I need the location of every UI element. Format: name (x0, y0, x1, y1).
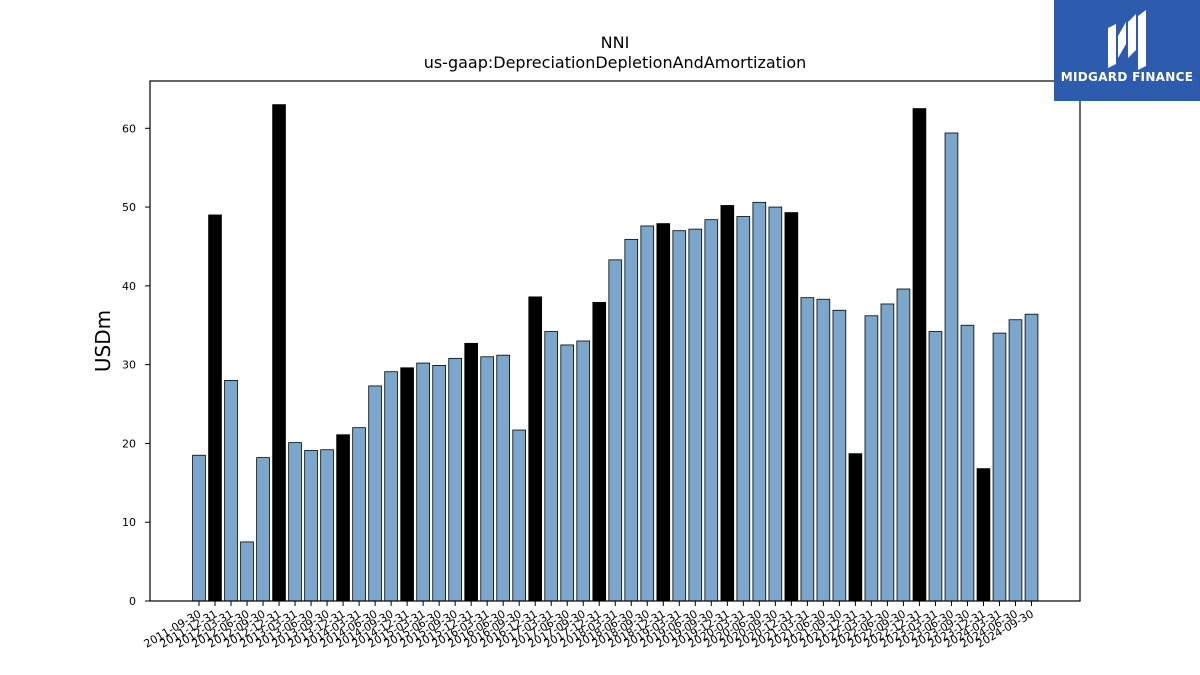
bar (640, 225, 655, 602)
bar (416, 362, 430, 602)
bar (560, 344, 575, 602)
bar (384, 371, 398, 602)
bar (592, 301, 607, 602)
y-ticks-group: 0 10 20 30 40 50 60 (122, 122, 150, 608)
bar (960, 324, 975, 602)
bar (272, 104, 286, 602)
bar (944, 132, 959, 602)
bar (736, 216, 751, 602)
y-axis-label: USDm (91, 310, 115, 372)
bar (432, 365, 446, 602)
bar (224, 379, 238, 602)
y-tick-label: 50 (122, 201, 136, 214)
y-tick-label: 40 (122, 280, 136, 293)
bar (992, 332, 1007, 602)
y-tick-label: 20 (122, 437, 136, 450)
bar (928, 331, 943, 602)
bar (784, 212, 799, 602)
bar (688, 228, 703, 602)
bar (544, 331, 559, 602)
bar (320, 449, 334, 602)
chart-subtitle: us-gaap:DepreciationDepletionAndAmortiza… (424, 53, 807, 72)
bar (256, 457, 270, 602)
bar (400, 367, 414, 602)
bar (528, 296, 543, 602)
x-ticks-group: 2011-09-302011-12-312012-03-312012-06-30… (142, 601, 1036, 651)
midgard-finance-logo: MIDGARD FINANCE (1054, 0, 1200, 101)
bar (240, 541, 254, 602)
bar (816, 298, 831, 602)
y-tick-label: 60 (122, 122, 136, 135)
bar (288, 442, 302, 602)
bar (656, 223, 671, 602)
bar (720, 205, 735, 602)
bar (368, 385, 382, 602)
bar (768, 206, 783, 602)
logo-mark-icon (1108, 10, 1146, 70)
bars-group (192, 104, 1039, 602)
bar (976, 468, 991, 602)
bar (752, 201, 767, 602)
bar (336, 434, 350, 602)
bar (304, 450, 318, 602)
bar (912, 108, 927, 602)
y-tick-label: 30 (122, 359, 136, 372)
bar (848, 453, 863, 602)
bar (1008, 319, 1023, 602)
bar (672, 230, 687, 602)
bar (608, 259, 623, 602)
logo-text: MIDGARD FINANCE (1060, 70, 1194, 84)
bar (192, 454, 206, 602)
bar (864, 315, 879, 602)
plot-frame (149, 80, 1081, 602)
bar (704, 219, 719, 602)
bar (880, 303, 895, 602)
bar (496, 354, 510, 602)
bar (800, 297, 815, 602)
y-tick-label: 0 (129, 595, 136, 608)
chart-title: NNI (601, 33, 630, 52)
bar (832, 309, 847, 602)
bar (480, 356, 494, 602)
bar (464, 342, 478, 602)
bar (448, 357, 462, 602)
bar (896, 288, 911, 602)
bar (208, 214, 222, 602)
bar (576, 340, 591, 602)
bar (1024, 313, 1039, 602)
bar (512, 429, 526, 602)
bar (624, 238, 639, 602)
bar (352, 427, 366, 602)
y-tick-label: 10 (122, 516, 136, 529)
